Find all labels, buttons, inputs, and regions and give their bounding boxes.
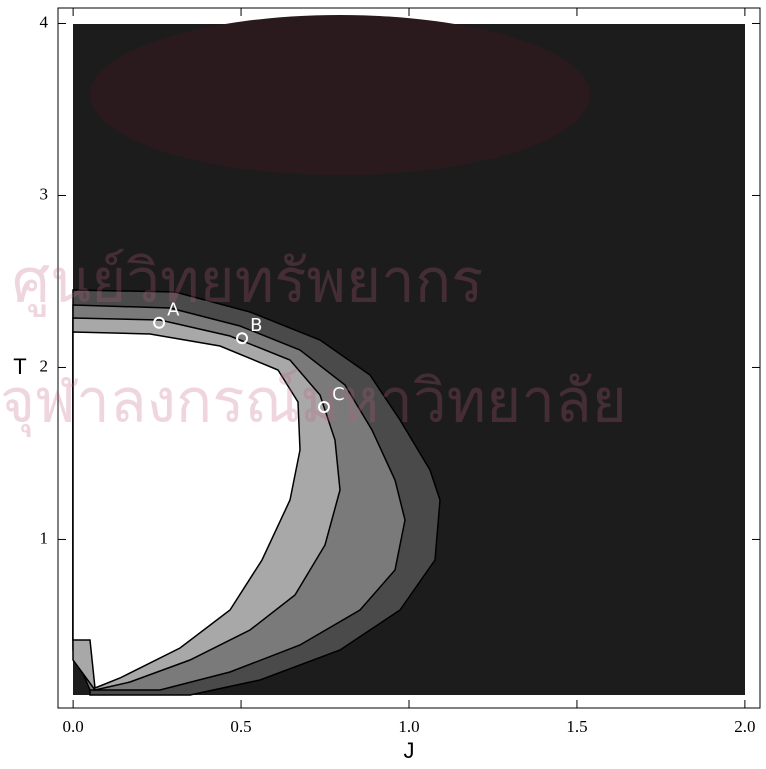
x-tick-label: 2.0 (734, 717, 755, 736)
points: A B C (153, 300, 345, 414)
point-marker (318, 401, 331, 414)
point-label: A (167, 300, 180, 321)
x-tick-label: 1.5 (566, 717, 587, 736)
y-tick-label: 4 (40, 12, 49, 31)
y-axis-label: T (13, 354, 26, 379)
watermark: จุฬาลงกรณ์มหาวิทยาลัย (0, 367, 627, 438)
point-label: C (332, 384, 345, 405)
x-tick-label: 0.0 (62, 717, 83, 736)
x-axis-label: J (404, 738, 415, 763)
x-tick-label: 1.0 (398, 717, 419, 736)
y-tick-label: 2 (40, 356, 49, 375)
watermark: ศูนย์วิทยทรัพยากร (12, 247, 483, 318)
contour-core (72, 331, 301, 690)
y-tick-label: 3 (40, 184, 49, 203)
point-label: B (250, 315, 262, 336)
x-tick-label: 0.5 (230, 717, 251, 736)
ticks: 0.0 0.5 1.0 1.5 2.0 1 2 3 4 (40, 8, 760, 736)
point-marker (236, 332, 249, 345)
point-marker (153, 316, 166, 329)
watermark-emblem (90, 15, 590, 175)
y-tick-label: 1 (40, 528, 49, 547)
